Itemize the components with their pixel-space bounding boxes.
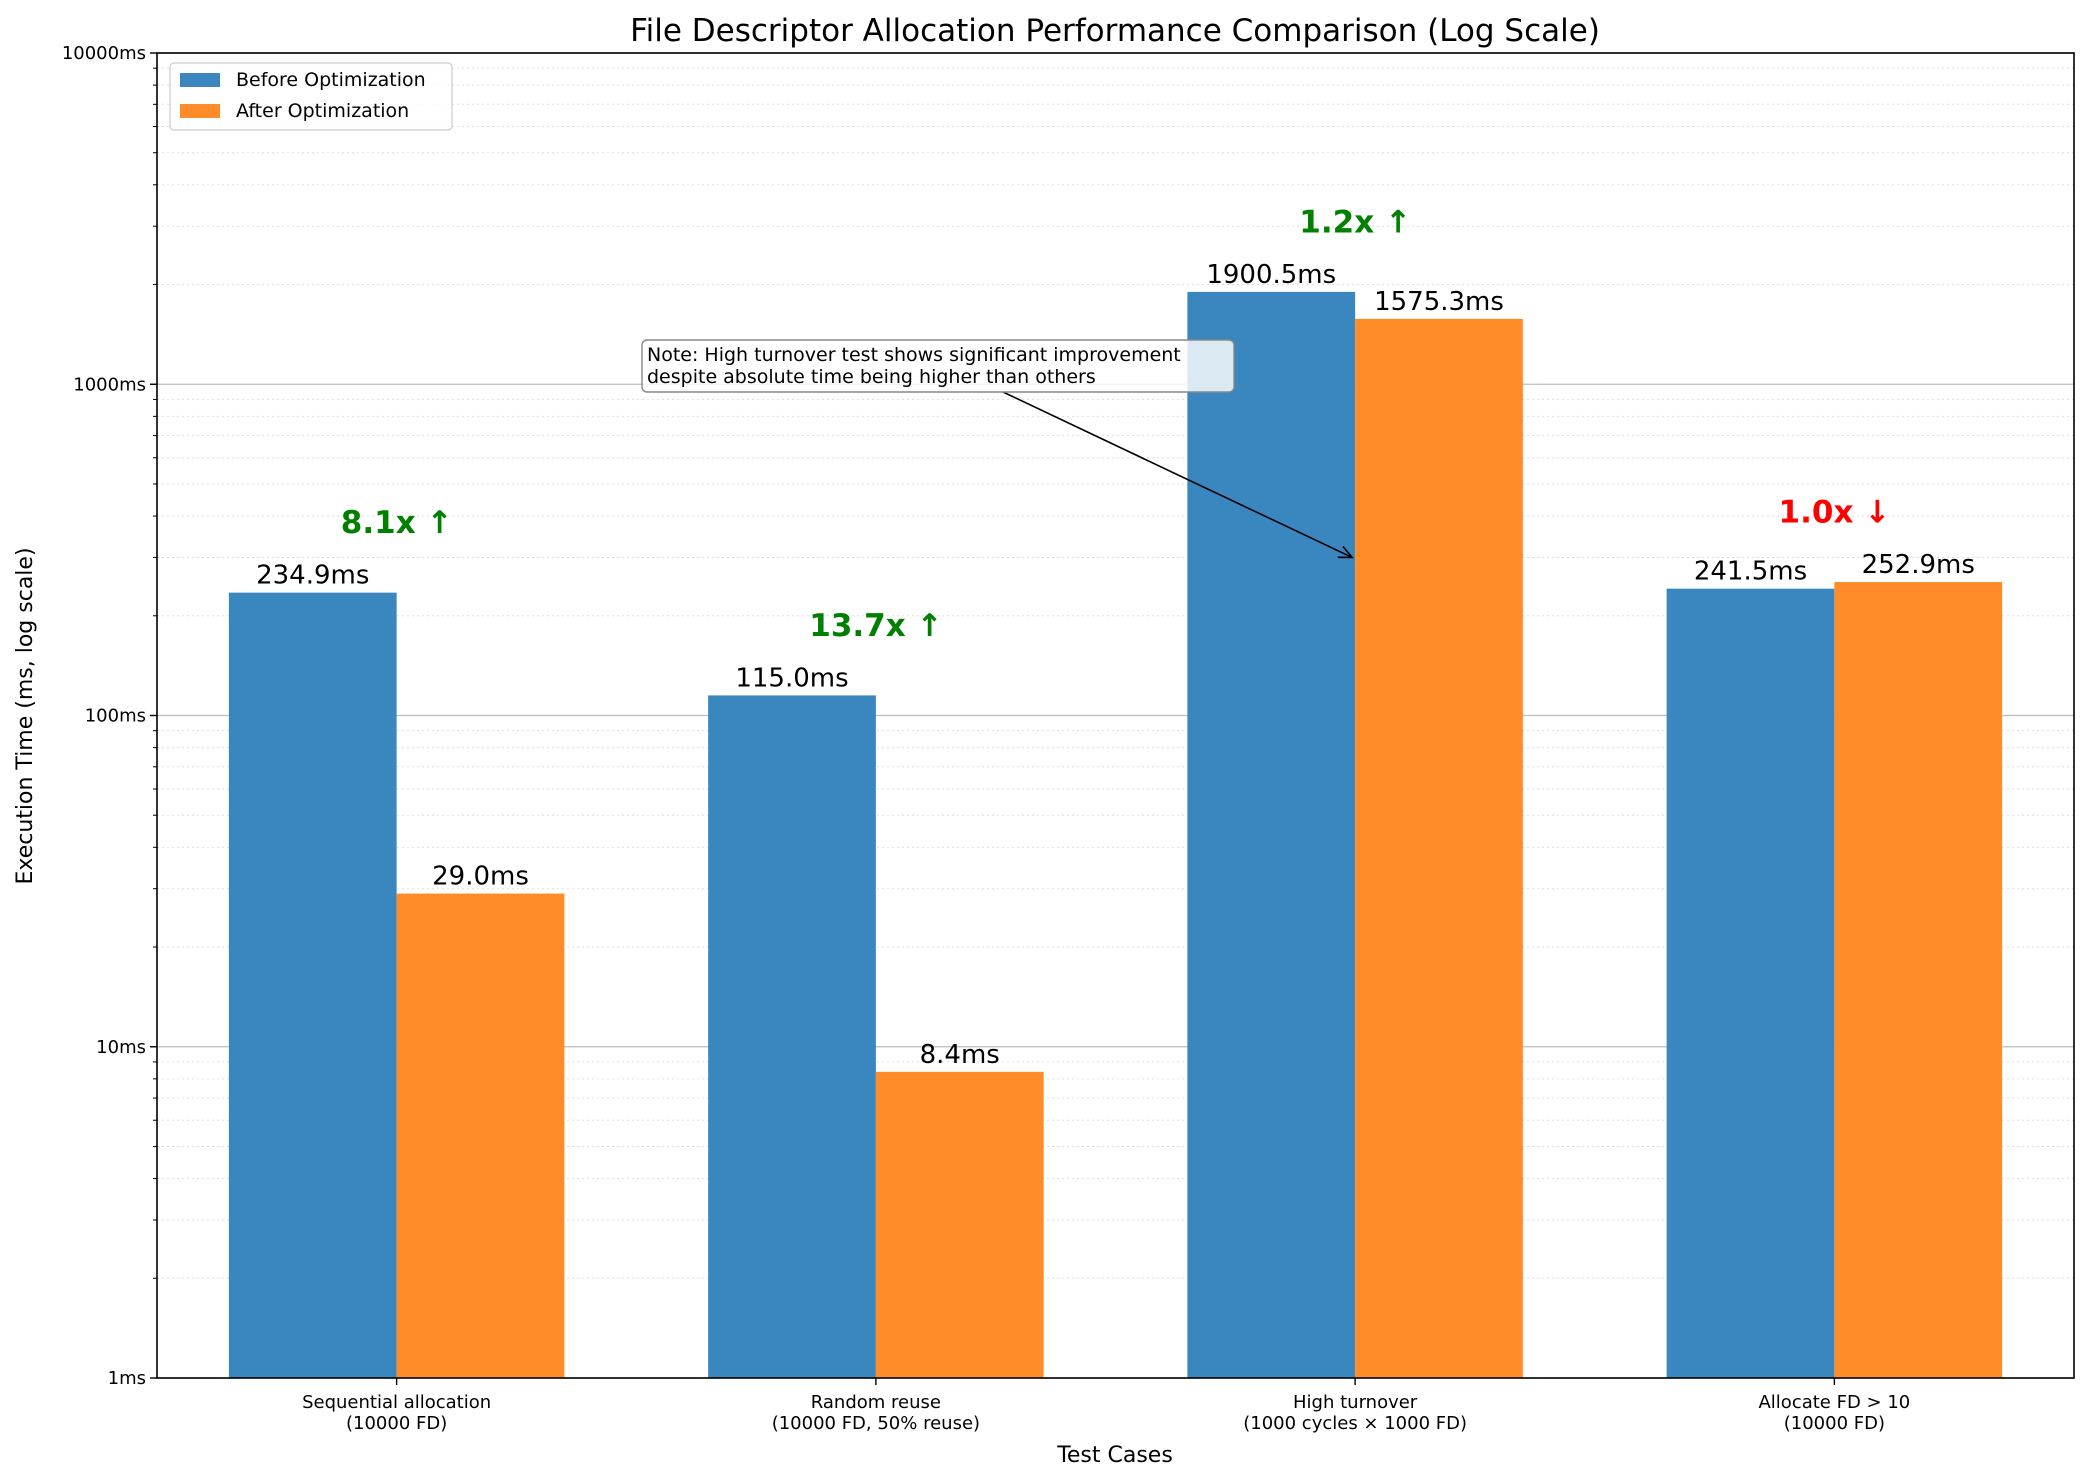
legend: Before Optimization After Optimization	[169, 62, 453, 131]
value-label: 241.5ms	[1694, 557, 1807, 587]
x-tick-label: Allocate FD > 10	[1758, 1392, 1910, 1413]
speedup-label: 1.2x ↑	[1299, 204, 1411, 240]
y-tick-label: 100ms	[85, 706, 146, 727]
y-tick-label: 1ms	[108, 1368, 146, 1389]
x-tick-label: (10000 FD)	[1784, 1413, 1885, 1434]
y-tick-label: 10000ms	[62, 43, 146, 64]
x-tick-label: (1000 cycles × 1000 FD)	[1243, 1413, 1467, 1434]
annotation-text: Note: High turnover test shows significa…	[647, 344, 1181, 366]
bars	[228, 291, 2003, 1379]
value-label: 234.9ms	[256, 561, 369, 591]
value-labels: 234.9ms 115.0ms 1900.5ms 241.5ms 29.0ms 8.4ms…	[256, 260, 1975, 1070]
value-label: 252.9ms	[1862, 550, 1975, 580]
y-axis-label: Execution Time (ms, log scale)	[13, 547, 38, 884]
bar-before-1	[708, 695, 876, 1378]
bar-before-2	[1187, 291, 1356, 1379]
legend-label: Before Optimization	[236, 69, 426, 91]
annotation-box	[641, 339, 1235, 393]
speedup-label: 13.7x ↑	[809, 608, 942, 644]
bar-before-3	[1666, 588, 1835, 1378]
speedup-label: 1.0x ↓	[1779, 495, 1891, 531]
value-label: 1575.3ms	[1374, 287, 1504, 317]
bar-after-0	[396, 893, 565, 1378]
x-tick-label: Sequential allocation	[302, 1392, 491, 1413]
legend-box	[169, 62, 453, 131]
annotation-text: despite absolute time being higher than …	[647, 366, 1096, 388]
bar-after-1	[875, 1071, 1044, 1378]
y-tick-label: 10ms	[96, 1037, 146, 1058]
annotation-arrow-head	[1337, 545, 1354, 559]
value-label: 115.0ms	[735, 663, 848, 693]
speedup-label: 8.1x ↑	[341, 505, 453, 541]
annotation: Note: High turnover test shows significa…	[641, 339, 1354, 559]
legend-swatch	[180, 104, 220, 118]
x-tick-label: (10000 FD, 50% reuse)	[772, 1413, 980, 1434]
x-axis: Sequential allocation(10000 FD)Random re…	[302, 1378, 1910, 1434]
y-tick-label: 1000ms	[73, 374, 146, 395]
x-axis-label: Test Cases	[1056, 1443, 1173, 1468]
bar-after-3	[1834, 582, 2003, 1378]
speedup-labels: 8.1x ↑ 13.7x ↑ 1.2x ↑ 1.0x ↓	[341, 204, 1890, 644]
x-tick-label: Random reuse	[811, 1392, 941, 1413]
value-label: 8.4ms	[920, 1040, 1000, 1070]
y-axis: 1ms 10ms 100ms 1000ms 10000ms	[62, 43, 157, 1389]
bar-after-2	[1355, 318, 1523, 1378]
chart-title: File Descriptor Allocation Performance C…	[630, 13, 1600, 49]
legend-label: After Optimization	[236, 100, 409, 122]
value-label: 29.0ms	[432, 862, 529, 892]
x-tick-label: High turnover	[1293, 1392, 1418, 1413]
legend-swatch	[180, 73, 220, 87]
plot-area: 234.9ms 115.0ms 1900.5ms 241.5ms 29.0ms 8.4ms…	[156, 52, 2075, 1379]
value-label: 1900.5ms	[1206, 260, 1336, 290]
x-tick-label: (10000 FD)	[346, 1413, 447, 1434]
annotation-arrow	[1002, 391, 1353, 559]
bar-before-0	[228, 592, 397, 1378]
